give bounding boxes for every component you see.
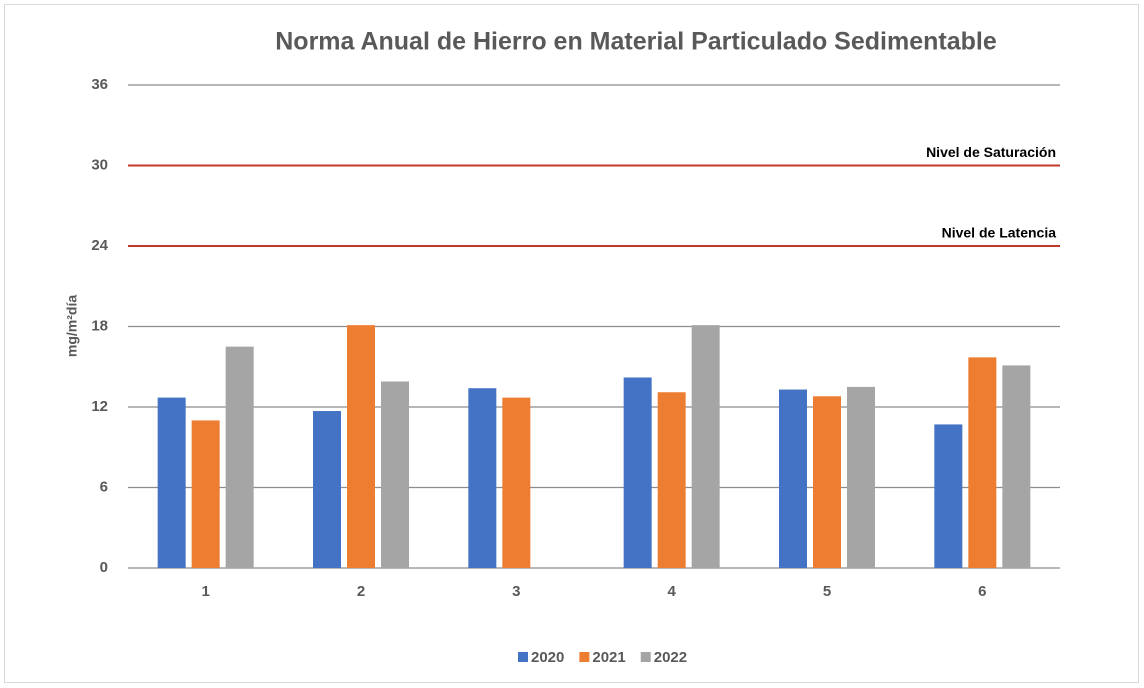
reference-label: Nivel de Saturación [926, 144, 1056, 160]
legend-label: 2020 [531, 649, 564, 666]
y-tick-label: 18 [91, 317, 108, 334]
bar [191, 420, 220, 568]
x-tick-label: 1 [201, 583, 209, 600]
y-tick-label: 24 [91, 237, 108, 254]
bar [657, 392, 686, 568]
reference-label: Nivel de Latencia [942, 225, 1057, 241]
x-tick-label: 5 [823, 583, 831, 600]
x-tick-label: 6 [978, 583, 986, 600]
x-tick-label: 3 [512, 583, 520, 600]
bar [381, 381, 409, 568]
chart-border [4, 4, 1139, 683]
bar [502, 397, 531, 568]
y-tick-label: 30 [91, 156, 108, 173]
bar [847, 386, 875, 568]
x-tick-label: 2 [357, 583, 365, 600]
legend-label: 2022 [654, 649, 687, 666]
bar [1002, 365, 1031, 568]
legend-swatch [579, 652, 590, 662]
bar [813, 396, 841, 568]
y-axis-label: mg/m²día [64, 295, 80, 357]
legend-label: 2021 [592, 649, 625, 666]
x-tick-label: 4 [667, 583, 676, 600]
legend-swatch [518, 652, 528, 662]
bar [623, 377, 652, 568]
bar [691, 325, 720, 568]
y-tick-label: 36 [91, 76, 108, 93]
bar [779, 389, 807, 568]
y-tick-label: 6 [100, 478, 108, 495]
bar [347, 325, 375, 568]
y-tick-label: 0 [100, 559, 108, 576]
bar [157, 397, 186, 568]
legend-swatch [640, 652, 651, 662]
bar [968, 357, 997, 568]
bar [313, 411, 341, 568]
chart-title: Norma Anual de Hierro en Material Partic… [275, 28, 997, 56]
y-tick-label: 12 [91, 398, 108, 415]
bar [225, 346, 254, 568]
bar [934, 424, 963, 568]
bar [468, 388, 497, 568]
